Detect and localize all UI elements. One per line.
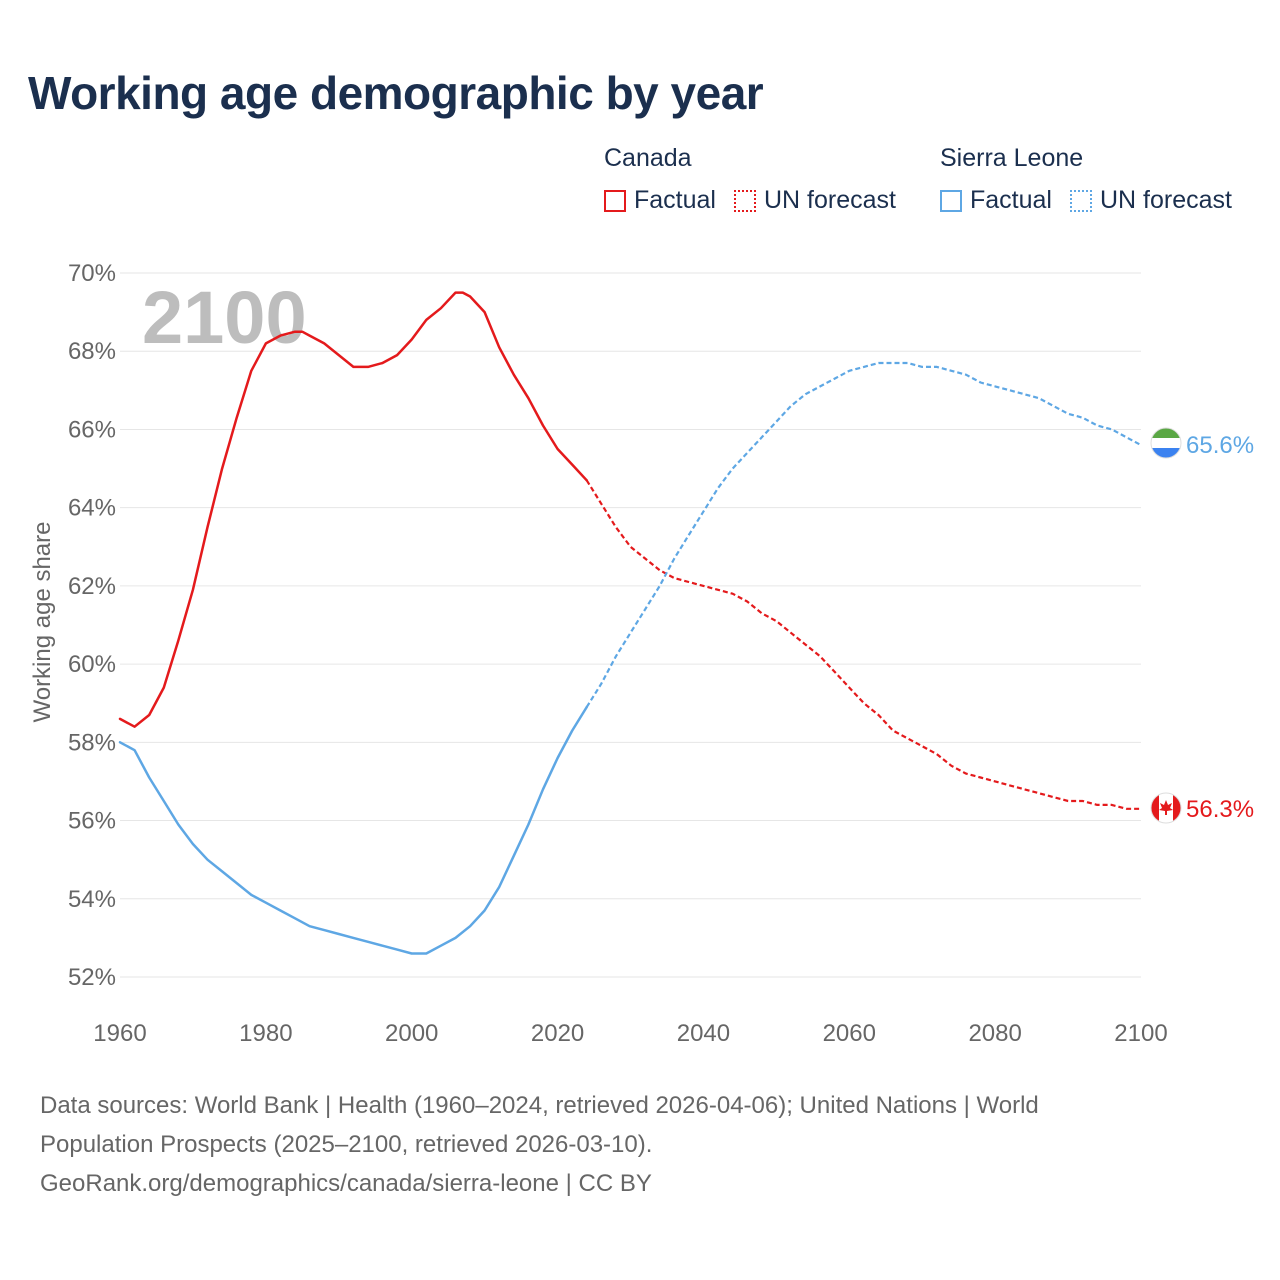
canada-flag-icon bbox=[1150, 792, 1182, 824]
x-tick-label: 1980 bbox=[239, 1020, 292, 1047]
legend-swatch-factual[interactable] bbox=[604, 189, 626, 212]
x-tick-label: 2100 bbox=[1114, 1020, 1167, 1047]
legend-swatch-factual[interactable] bbox=[940, 189, 962, 212]
x-tick-label: 2080 bbox=[968, 1020, 1021, 1047]
y-tick-label: 68% bbox=[68, 338, 116, 365]
sierra-leone-flag-icon bbox=[1150, 427, 1182, 459]
legend-group-canada: Canada Factual UN forecast bbox=[604, 144, 914, 215]
legend-swatch-forecast[interactable] bbox=[733, 189, 756, 212]
source-line: GeoRank.org/demographics/canada/sierra-l… bbox=[40, 1170, 652, 1197]
data-source-note: Data sources: World Bank | Health (1960–… bbox=[40, 1086, 1220, 1203]
x-tick-label: 1960 bbox=[93, 1020, 146, 1047]
y-tick-label: 52% bbox=[68, 964, 116, 991]
legend-country-name: Canada bbox=[604, 144, 692, 172]
sierra-leone-end-value-label: 65.6% bbox=[1186, 432, 1254, 459]
sierra-leone-factual-line[interactable] bbox=[118, 705, 588, 955]
canada-factual-line[interactable] bbox=[118, 291, 588, 728]
y-tick-label: 58% bbox=[68, 729, 116, 756]
year-watermark: 2100 bbox=[142, 276, 307, 359]
y-tick-label: 64% bbox=[68, 495, 116, 522]
sierra-leone-forecast-line[interactable] bbox=[585, 361, 1142, 708]
legend-label-factual[interactable]: Factual bbox=[634, 186, 716, 214]
chart-title: Working age demographic by year bbox=[28, 67, 764, 119]
source-line: Data sources: World Bank | Health (1960–… bbox=[40, 1092, 1039, 1119]
x-tick-label: 2040 bbox=[677, 1020, 730, 1047]
y-tick-label: 56% bbox=[68, 808, 116, 835]
x-tick-label: 2020 bbox=[531, 1020, 584, 1047]
y-tick-label: 66% bbox=[68, 416, 116, 443]
y-axis-label: Working age share bbox=[29, 522, 56, 723]
line-chart: 52% 54% 56% 58% 60% 62% 64% 66% 68% 70% 1960 1980 2… bbox=[29, 260, 1254, 1047]
canada-end-value-label: 56.3% bbox=[1186, 796, 1254, 823]
y-tick-label: 54% bbox=[68, 886, 116, 913]
x-tick-label: 2000 bbox=[385, 1020, 438, 1047]
legend-swatch-forecast[interactable] bbox=[1069, 189, 1092, 212]
canada-forecast-line[interactable] bbox=[585, 479, 1141, 810]
legend-label-forecast[interactable]: UN forecast bbox=[763, 186, 896, 214]
legend-country-name: Sierra Leone bbox=[940, 144, 1084, 172]
legend-label-forecast[interactable]: UN forecast bbox=[1099, 186, 1232, 214]
source-line: Population Prospects (2025–2100, retriev… bbox=[40, 1131, 653, 1158]
y-tick-label: 60% bbox=[68, 651, 116, 678]
legend-label-factual[interactable]: Factual bbox=[970, 186, 1052, 214]
y-tick-label: 70% bbox=[68, 260, 116, 287]
legend-group-sierra-leone: Sierra Leone Factual UN forecast bbox=[940, 144, 1250, 215]
y-tick-label: 62% bbox=[68, 573, 116, 600]
x-tick-label: 2060 bbox=[823, 1020, 876, 1047]
